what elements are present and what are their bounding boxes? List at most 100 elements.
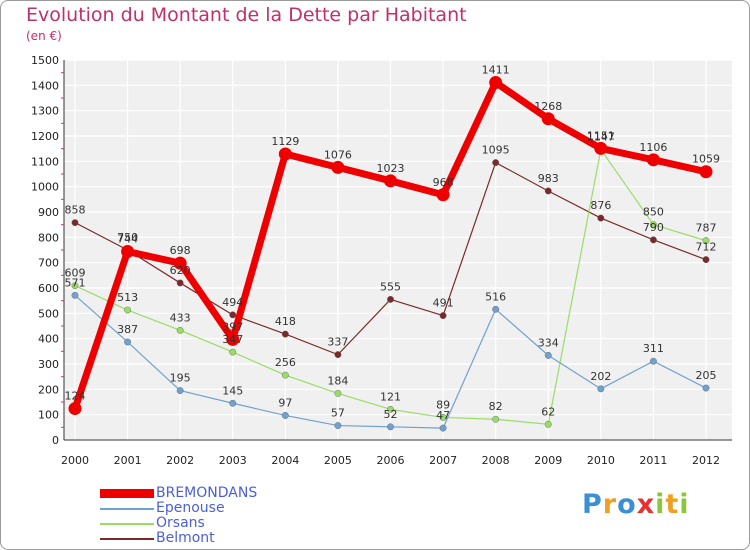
x-tick-label: 2011 (639, 454, 667, 467)
x-tick-label: 2002 (166, 454, 194, 467)
chart-subtitle: (en €) (26, 29, 62, 43)
logo-letter: P (582, 489, 603, 520)
data-label-epenouse: 311 (643, 342, 664, 355)
legend-label: BREMONDANS (156, 485, 258, 501)
data-point-orsans (229, 348, 237, 356)
data-point-epenouse (650, 357, 657, 365)
data-label-epenouse: 57 (331, 407, 345, 420)
data-point-belmont (597, 214, 605, 222)
legend-swatch (100, 537, 154, 540)
data-point-epenouse (176, 387, 184, 394)
data-point-belmont (334, 351, 342, 359)
data-label-belmont: 712 (696, 241, 717, 254)
data-point-orsans (387, 405, 394, 413)
data-point-belmont (176, 279, 184, 287)
proxiti-logo: Proxiti (582, 489, 690, 520)
data-label-orsans: 347 (222, 333, 243, 346)
data-label-belmont: 491 (433, 297, 454, 310)
data-point-epenouse (124, 338, 131, 346)
data-point-epenouse (281, 412, 289, 419)
data-label-belmont: 337 (327, 336, 348, 349)
y-tick-label: 0 (52, 434, 59, 447)
data-point-orsans (334, 389, 342, 397)
data-label-epenouse: 145 (222, 384, 243, 397)
data-point-belmont (281, 330, 289, 338)
legend-item-orsans: Orsans (100, 516, 257, 531)
data-point-epenouse (439, 424, 447, 432)
data-label-bremondans: 1059 (692, 153, 720, 166)
data-label-bremondans: 698 (170, 244, 191, 257)
data-label-orsans: 433 (170, 311, 191, 324)
data-point-epenouse (492, 305, 500, 313)
x-tick-label: 2008 (482, 454, 510, 467)
data-point-epenouse (334, 422, 342, 429)
data-label-orsans: 850 (643, 206, 664, 219)
data-point-orsans (650, 221, 657, 229)
legend-label: Orsans (156, 515, 205, 531)
x-tick-label: 2006 (377, 454, 405, 467)
data-label-epenouse: 47 (436, 409, 450, 422)
data-point-belmont (702, 256, 710, 264)
data-label-orsans: 609 (65, 267, 86, 280)
y-tick-label: 1000 (31, 181, 59, 194)
x-tick-label: 2010 (587, 454, 615, 467)
data-label-orsans: 89 (436, 398, 450, 411)
data-point-epenouse (544, 351, 552, 359)
data-point-bremondans (121, 245, 135, 259)
data-label-orsans: 513 (117, 291, 138, 304)
y-tick-label: 500 (38, 307, 59, 320)
legend-swatch (100, 489, 154, 498)
data-label-belmont: 494 (222, 296, 243, 309)
data-point-epenouse (387, 423, 394, 431)
data-label-epenouse: 387 (117, 323, 138, 336)
data-label-belmont: 1095 (482, 144, 510, 157)
data-point-bremondans (489, 76, 503, 90)
y-tick-label: 900 (38, 206, 59, 219)
legend-label: Belmont (156, 530, 215, 546)
x-tick-label: 2004 (271, 454, 299, 467)
plot-area (64, 60, 732, 440)
data-point-belmont (439, 312, 447, 320)
y-tick-label: 1500 (31, 54, 59, 67)
legend-item-bremondans: BREMONDANS (100, 486, 257, 501)
data-point-bremondans (646, 153, 660, 167)
data-label-orsans: 184 (327, 374, 348, 387)
data-point-orsans (702, 237, 710, 245)
logo-letter: t (665, 489, 680, 520)
y-tick-label: 800 (38, 231, 59, 244)
data-label-epenouse: 195 (170, 372, 191, 385)
data-label-orsans: 787 (696, 222, 717, 235)
y-tick-label: 1300 (31, 105, 59, 118)
x-tick-label: 2003 (219, 454, 247, 467)
data-point-orsans (124, 306, 131, 314)
data-label-epenouse: 334 (538, 336, 559, 349)
data-label-epenouse: 516 (485, 290, 506, 303)
y-tick-label: 1400 (31, 79, 59, 92)
x-tick-label: 2007 (429, 454, 457, 467)
data-point-orsans (71, 282, 79, 290)
x-tick-label: 2001 (114, 454, 142, 467)
data-point-belmont (229, 311, 237, 319)
data-label-orsans: 62 (541, 405, 555, 418)
data-point-belmont (71, 219, 79, 227)
y-tick-label: 1100 (31, 155, 59, 168)
x-tick-label: 2009 (534, 454, 562, 467)
data-label-belmont: 876 (590, 199, 611, 212)
data-label-bremondans: 1268 (534, 100, 562, 113)
data-label-orsans: 256 (275, 356, 296, 369)
data-point-bremondans (278, 147, 292, 161)
data-label-orsans: 82 (489, 400, 503, 413)
data-point-bremondans (384, 174, 397, 188)
legend-item-epenouse: Epenouse (100, 501, 257, 516)
data-label-bremondans: 744 (117, 233, 138, 246)
data-label-orsans: 121 (380, 390, 401, 403)
y-tick-label: 300 (38, 358, 59, 371)
data-point-bremondans (68, 402, 82, 416)
data-point-bremondans (436, 188, 450, 202)
data-point-epenouse (702, 384, 710, 392)
data-point-orsans (544, 420, 552, 428)
data-point-orsans (281, 371, 289, 379)
data-label-belmont: 555 (380, 280, 401, 293)
data-label-bremondans: 1076 (324, 148, 352, 161)
data-label-bremondans: 397 (222, 320, 243, 333)
